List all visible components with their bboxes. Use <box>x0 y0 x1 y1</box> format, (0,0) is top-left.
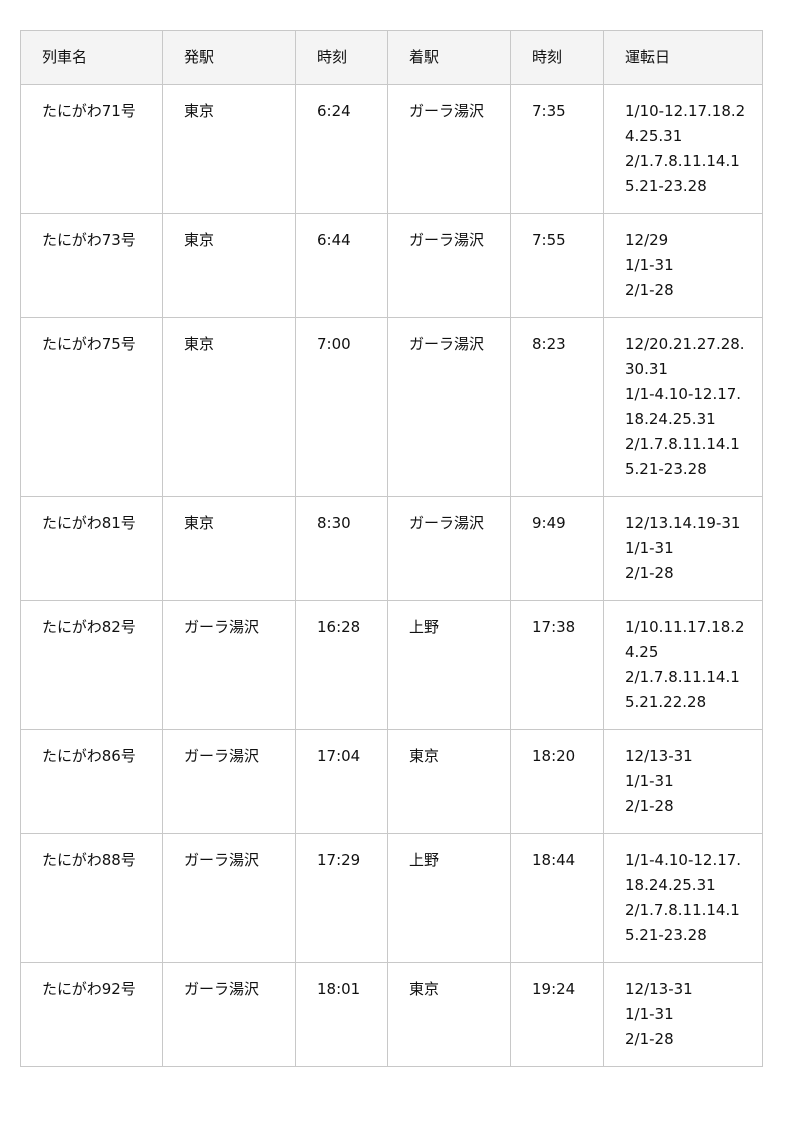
departure-station: ガーラ湯沢 <box>162 729 296 834</box>
table-row: たにがわ88号 ガーラ湯沢 17:29 上野 18:44 1/1-4.10-12.17.1… <box>20 833 763 963</box>
train-name: たにがわ81号 <box>20 496 163 601</box>
arrival-time: 7:35 <box>510 84 604 214</box>
header-departure-station: 発駅 <box>162 30 296 85</box>
operation-days-line: 12/20.21.27.28.30.31 <box>625 335 745 378</box>
arrival-station: ガーラ湯沢 <box>387 213 511 318</box>
header-departure-time: 時刻 <box>295 30 388 85</box>
table-row: たにがわ92号 ガーラ湯沢 18:01 東京 19:24 12/13-31 1/1-31 2/… <box>20 962 763 1067</box>
operation-days-line: 12/13-31 <box>625 980 693 998</box>
departure-station: ガーラ湯沢 <box>162 600 296 730</box>
operation-days-line: 2/1-28 <box>625 797 674 815</box>
arrival-station: 上野 <box>387 600 511 730</box>
operation-days-line: 1/1-31 <box>625 539 674 557</box>
train-name: たにがわ88号 <box>20 833 163 963</box>
train-name: たにがわ75号 <box>20 317 163 497</box>
departure-station: 東京 <box>162 213 296 318</box>
train-name: たにがわ73号 <box>20 213 163 318</box>
departure-time: 7:00 <box>295 317 388 497</box>
departure-time: 8:30 <box>295 496 388 601</box>
departure-time: 6:44 <box>295 213 388 318</box>
operation-days: 12/13-31 1/1-31 2/1-28 <box>603 962 763 1067</box>
timetable: 列車名 発駅 時刻 着駅 時刻 運転日 たにがわ71号 東京 6:24 ガーラ湯沢 7:35 1/1… <box>20 30 763 1067</box>
operation-days-line: 1/1-4.10-12.17.18.24.25.31 <box>625 385 742 428</box>
operation-days-line: 2/1.7.8.11.14.15.21-23.28 <box>625 901 740 944</box>
arrival-station: ガーラ湯沢 <box>387 317 511 497</box>
table-row: たにがわ71号 東京 6:24 ガーラ湯沢 7:35 1/10-12.17.18.24.2… <box>20 84 763 214</box>
table-row: たにがわ86号 ガーラ湯沢 17:04 東京 18:20 12/13-31 1/1-31 2/… <box>20 729 763 834</box>
operation-days: 12/13-31 1/1-31 2/1-28 <box>603 729 763 834</box>
train-name: たにがわ92号 <box>20 962 163 1067</box>
arrival-station: 東京 <box>387 962 511 1067</box>
arrival-time: 19:24 <box>510 962 604 1067</box>
operation-days-line: 2/1.7.8.11.14.15.21-23.28 <box>625 152 740 195</box>
operation-days: 1/10.11.17.18.24.25 2/1.7.8.11.14.15.21.2… <box>603 600 763 730</box>
arrival-station: ガーラ湯沢 <box>387 496 511 601</box>
arrival-station: 東京 <box>387 729 511 834</box>
operation-days-line: 2/1-28 <box>625 564 674 582</box>
train-name: たにがわ86号 <box>20 729 163 834</box>
train-name: たにがわ82号 <box>20 600 163 730</box>
operation-days-line: 2/1.7.8.11.14.15.21.22.28 <box>625 668 740 711</box>
header-train-name: 列車名 <box>20 30 163 85</box>
departure-station: 東京 <box>162 84 296 214</box>
header-row: 列車名 発駅 時刻 着駅 時刻 運転日 <box>20 30 763 85</box>
table-row: たにがわ81号 東京 8:30 ガーラ湯沢 9:49 12/13.14.19-31 1/1-… <box>20 496 763 601</box>
operation-days-line: 1/10-12.17.18.24.25.31 <box>625 102 746 145</box>
header-arrival-station: 着駅 <box>387 30 511 85</box>
operation-days-line: 1/1-31 <box>625 256 674 274</box>
table-row: たにがわ73号 東京 6:44 ガーラ湯沢 7:55 12/29 1/1-31 2/1-28 <box>20 213 763 318</box>
operation-days-line: 12/29 <box>625 231 669 249</box>
header-operation-days: 運転日 <box>603 30 763 85</box>
departure-time: 17:04 <box>295 729 388 834</box>
operation-days-line: 1/1-31 <box>625 772 674 790</box>
operation-days: 12/20.21.27.28.30.31 1/1-4.10-12.17.18.24… <box>603 317 763 497</box>
operation-days-line: 12/13-31 <box>625 747 693 765</box>
arrival-time: 7:55 <box>510 213 604 318</box>
arrival-time: 9:49 <box>510 496 604 601</box>
operation-days: 12/29 1/1-31 2/1-28 <box>603 213 763 318</box>
operation-days-line: 2/1-28 <box>625 1030 674 1048</box>
train-name: たにがわ71号 <box>20 84 163 214</box>
departure-station: 東京 <box>162 317 296 497</box>
operation-days-line: 12/13.14.19-31 <box>625 514 741 532</box>
departure-station: ガーラ湯沢 <box>162 833 296 963</box>
operation-days-line: 2/1.7.8.11.14.15.21-23.28 <box>625 435 740 478</box>
operation-days-line: 1/1-4.10-12.17.18.24.25.31 <box>625 851 742 894</box>
departure-station: 東京 <box>162 496 296 601</box>
header-arrival-time: 時刻 <box>510 30 604 85</box>
departure-time: 18:01 <box>295 962 388 1067</box>
arrival-time: 18:44 <box>510 833 604 963</box>
operation-days-line: 2/1-28 <box>625 281 674 299</box>
table-row: たにがわ82号 ガーラ湯沢 16:28 上野 17:38 1/10.11.17.18.24… <box>20 600 763 730</box>
table-row: たにがわ75号 東京 7:00 ガーラ湯沢 8:23 12/20.21.27.28.30.… <box>20 317 763 497</box>
operation-days: 1/1-4.10-12.17.18.24.25.31 2/1.7.8.11.14.… <box>603 833 763 963</box>
departure-time: 16:28 <box>295 600 388 730</box>
departure-station: ガーラ湯沢 <box>162 962 296 1067</box>
operation-days: 1/10-12.17.18.24.25.31 2/1.7.8.11.14.15.2… <box>603 84 763 214</box>
arrival-time: 18:20 <box>510 729 604 834</box>
operation-days-line: 1/1-31 <box>625 1005 674 1023</box>
operation-days-line: 1/10.11.17.18.24.25 <box>625 618 745 661</box>
departure-time: 17:29 <box>295 833 388 963</box>
operation-days: 12/13.14.19-31 1/1-31 2/1-28 <box>603 496 763 601</box>
arrival-station: 上野 <box>387 833 511 963</box>
arrival-time: 17:38 <box>510 600 604 730</box>
arrival-station: ガーラ湯沢 <box>387 84 511 214</box>
departure-time: 6:24 <box>295 84 388 214</box>
arrival-time: 8:23 <box>510 317 604 497</box>
